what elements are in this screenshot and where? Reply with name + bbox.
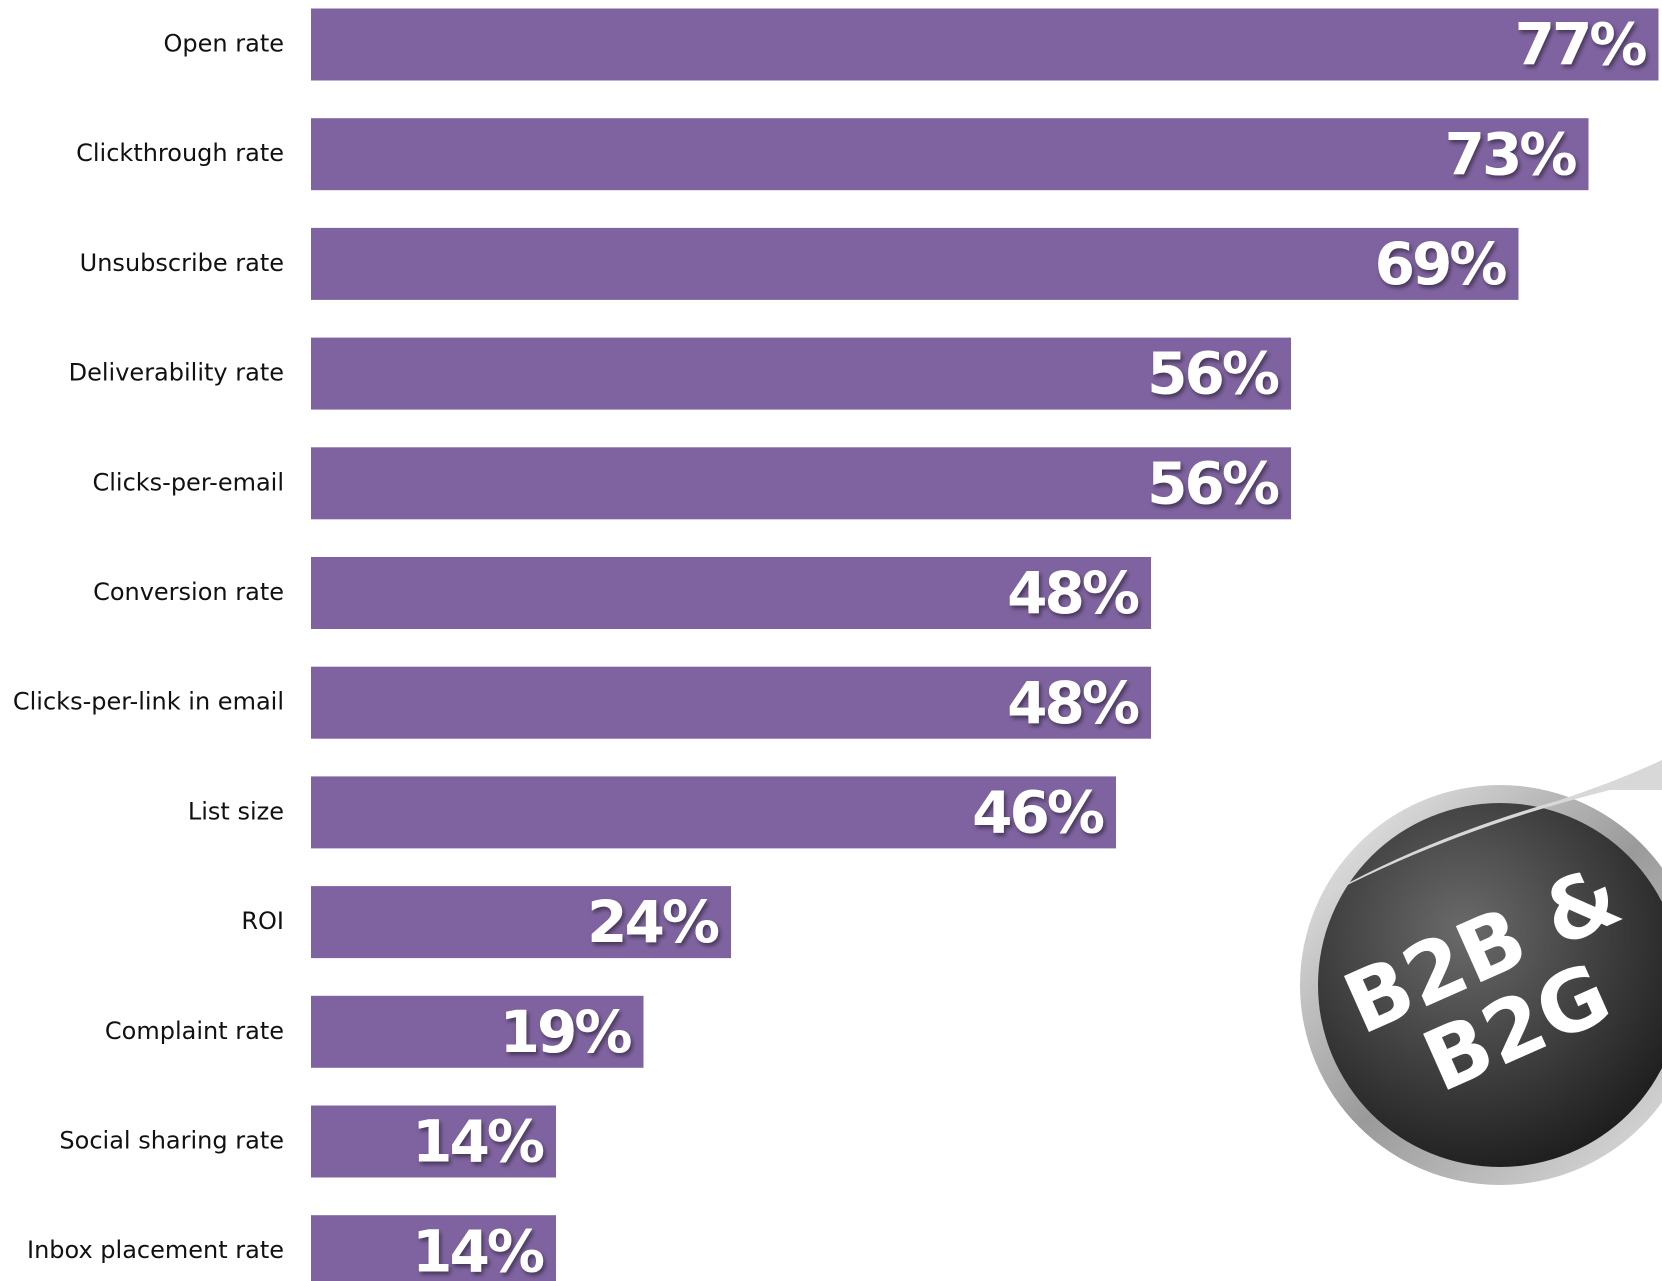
category-label: Clickthrough rate <box>76 139 284 167</box>
bar <box>311 8 1659 81</box>
bar <box>311 337 1291 410</box>
bar <box>311 666 1151 739</box>
category-label: List size <box>188 797 284 825</box>
value-label: 77% <box>1515 11 1647 79</box>
value-label: 24% <box>587 888 719 956</box>
category-label: Clicks-per-link in email <box>13 688 284 716</box>
value-label: 48% <box>1007 669 1139 737</box>
category-label: Social sharing rate <box>59 1127 284 1155</box>
badge-disc <box>1318 803 1662 1167</box>
bar <box>311 1105 556 1178</box>
bar <box>311 995 644 1068</box>
category-label: Open rate <box>164 30 284 58</box>
bar <box>311 447 1291 520</box>
category-label: Inbox placement rate <box>27 1236 284 1264</box>
bar <box>311 118 1589 191</box>
category-label: Unsubscribe rate <box>80 249 284 277</box>
value-label: 46% <box>972 779 1104 847</box>
value-label: 48% <box>1007 559 1139 627</box>
category-label: Complaint rate <box>105 1017 284 1045</box>
category-label: Deliverability rate <box>69 359 284 387</box>
value-label: 69% <box>1375 230 1507 298</box>
bar <box>311 557 1151 629</box>
category-label: Conversion rate <box>93 578 284 606</box>
bar <box>311 886 731 959</box>
value-label: 56% <box>1147 449 1279 517</box>
value-label: 56% <box>1147 340 1279 408</box>
value-label: 14% <box>412 1108 544 1176</box>
value-label: 19% <box>500 998 632 1066</box>
category-label: ROI <box>241 907 284 935</box>
category-label: Clicks-per-email <box>92 468 284 496</box>
bar <box>311 227 1519 300</box>
bar <box>311 1215 556 1281</box>
badge: B2B & B2G <box>1300 760 1662 1185</box>
bar <box>311 776 1116 849</box>
badge-curl <box>1318 760 1662 900</box>
value-label: 14% <box>412 1217 544 1281</box>
value-label: 73% <box>1445 120 1577 188</box>
